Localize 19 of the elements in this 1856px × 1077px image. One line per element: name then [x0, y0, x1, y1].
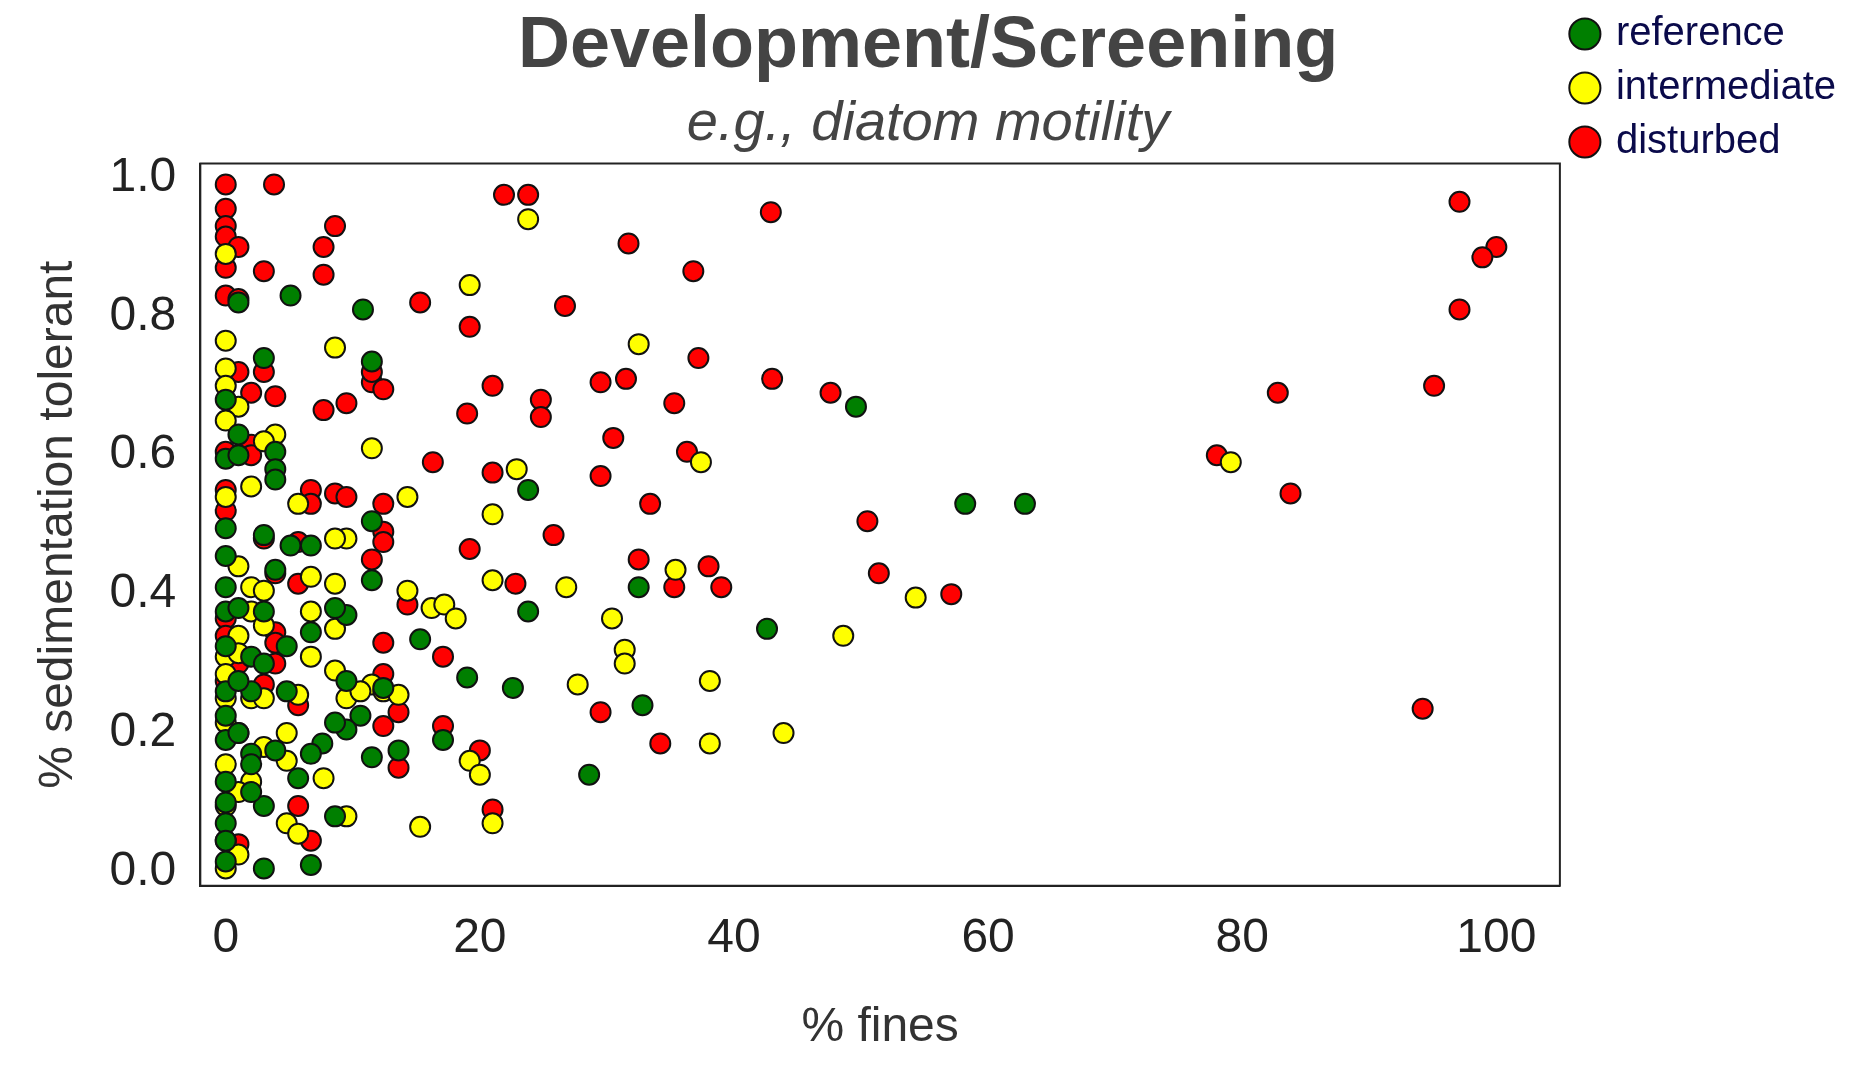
y-tick-label: 0.0	[109, 842, 177, 896]
x-tick-label: 80	[1215, 908, 1269, 962]
chart-subtitle: e.g., diatom motility	[686, 88, 1173, 152]
x-tick-label: 60	[961, 908, 1015, 962]
x-tick-label: 20	[453, 908, 507, 962]
legend-label: intermediate	[1615, 63, 1837, 108]
x-tick-label: 40	[707, 908, 761, 962]
y-axis-title: % sedimentation tolerant	[29, 260, 83, 789]
x-tick-label: 0	[212, 908, 240, 962]
y-tick-label: 0.8	[109, 286, 177, 340]
y-tick-label: 0.2	[109, 703, 177, 757]
y-tick-label: 0.6	[109, 425, 177, 479]
y-tick-label: 1.0	[109, 147, 177, 201]
legend-label: disturbed	[1615, 117, 1781, 162]
x-axis-title: % fines	[801, 998, 959, 1052]
legend-label: reference	[1615, 9, 1785, 54]
x-tick-label: 100	[1456, 908, 1537, 962]
chart-title: Development/Screening	[517, 2, 1339, 83]
y-tick-label: 0.4	[109, 564, 177, 618]
